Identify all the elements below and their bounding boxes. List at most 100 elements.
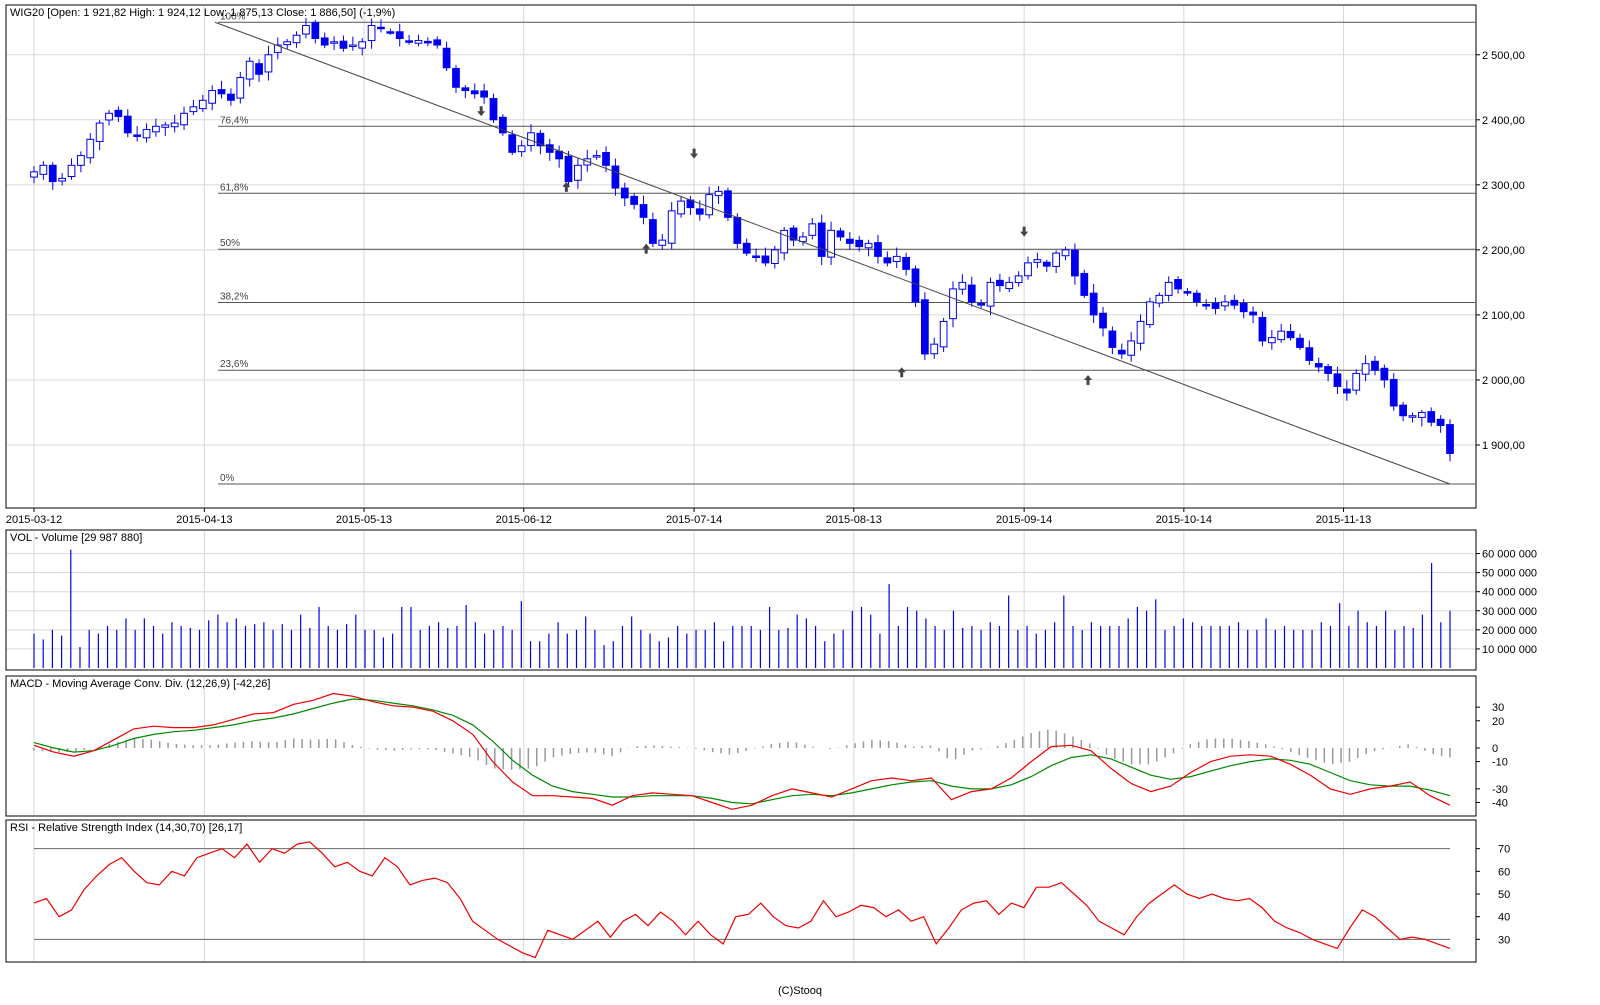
price-tick-label: 2 000,00 xyxy=(1482,375,1525,387)
trendline xyxy=(214,21,1451,485)
copyright-footer: (C)Stooq xyxy=(777,985,823,997)
candle-down xyxy=(874,242,882,257)
macd-tick-label: -40 xyxy=(1492,797,1508,809)
candle-up xyxy=(1408,415,1417,418)
candle-up xyxy=(67,164,76,178)
candle-down xyxy=(649,219,657,244)
candle-up xyxy=(1136,320,1145,344)
price-tick-label: 1 900,00 xyxy=(1482,440,1525,452)
candle-up xyxy=(1005,281,1014,290)
candle-down xyxy=(611,165,620,189)
down-arrow-marker xyxy=(1020,226,1029,237)
candle-up xyxy=(180,112,188,126)
candle-down xyxy=(339,40,348,49)
candle-down xyxy=(461,87,470,92)
candle-up xyxy=(1221,301,1229,307)
candle-down xyxy=(1342,388,1351,394)
candle-down xyxy=(761,255,770,264)
volume-tick-label: 10 000 000 xyxy=(1482,644,1537,656)
price-tick-label: 2 300,00 xyxy=(1482,180,1525,192)
date-tick-label: 2015-07-14 xyxy=(666,514,722,526)
macd-tick-label: -10 xyxy=(1492,757,1508,769)
candle-down xyxy=(133,134,142,137)
up-arrow-marker xyxy=(897,367,906,378)
candle-up xyxy=(58,177,67,182)
candle-down xyxy=(602,151,610,166)
candle-up xyxy=(414,39,423,44)
fib-level-label: 76,4% xyxy=(220,115,248,126)
candle-down xyxy=(620,187,629,199)
candle-up xyxy=(658,239,667,246)
candle-down xyxy=(480,90,488,98)
rsi-tick-label: 30 xyxy=(1498,934,1510,946)
candle-down xyxy=(789,227,798,241)
candle-up xyxy=(86,138,95,159)
candle-down xyxy=(536,132,545,147)
candle-down xyxy=(1211,302,1220,309)
candle-down xyxy=(1314,362,1323,368)
candle-up xyxy=(189,106,198,113)
candle-down xyxy=(217,89,226,95)
candle-up xyxy=(1417,411,1426,418)
candle-up xyxy=(330,41,338,44)
candle-down xyxy=(1324,366,1332,374)
candle-up xyxy=(864,242,873,249)
candle-down xyxy=(227,93,235,101)
date-tick-label: 2015-04-13 xyxy=(176,514,232,526)
date-tick-label: 2015-06-12 xyxy=(496,514,552,526)
candle-down xyxy=(724,190,732,218)
date-tick-label: 2015-05-13 xyxy=(336,514,392,526)
candle-down xyxy=(433,39,442,46)
candle-down xyxy=(1174,279,1182,290)
candle-down xyxy=(967,284,976,303)
candle-down xyxy=(498,116,507,134)
candle-down xyxy=(752,255,760,258)
candle-up xyxy=(1155,294,1164,304)
fib-level-label: 38,2% xyxy=(220,292,248,303)
candle-down xyxy=(639,204,648,218)
candle-down xyxy=(1258,316,1267,342)
date-tick-label: 2015-09-14 xyxy=(996,514,1052,526)
candle-down xyxy=(311,22,320,40)
candle-up xyxy=(1361,363,1370,375)
up-arrow-marker xyxy=(642,243,651,254)
candle-up xyxy=(77,155,85,166)
candle-up xyxy=(1052,252,1061,267)
candle-up xyxy=(198,99,207,110)
candle-down xyxy=(1380,367,1389,381)
candle-up xyxy=(892,255,901,263)
candle-down xyxy=(883,257,892,264)
macd-tick-label: 30 xyxy=(1492,702,1504,714)
candle-up xyxy=(264,54,273,73)
candle-down xyxy=(855,239,864,248)
candle-down xyxy=(742,242,751,254)
candle-down xyxy=(1286,330,1295,339)
price-tick-label: 2 200,00 xyxy=(1482,245,1525,257)
candle-down xyxy=(452,67,460,88)
macd-line xyxy=(33,692,1451,810)
candle-up xyxy=(1164,281,1173,296)
volume-tick-label: 40 000 000 xyxy=(1482,587,1537,599)
candle-down xyxy=(1305,347,1314,361)
macd-tick-label: 20 xyxy=(1492,716,1504,728)
candle-down xyxy=(423,40,432,44)
candle-down xyxy=(996,279,1004,287)
candle-down xyxy=(1239,302,1248,313)
candle-up xyxy=(30,171,38,178)
candle-up xyxy=(152,125,160,133)
candle-down xyxy=(1296,337,1304,348)
candle-down xyxy=(1108,330,1117,348)
volume-panel: 10 000 000 20 000 000 30 000 000 40 000 000… xyxy=(5,529,1537,671)
up-arrow-marker xyxy=(562,181,571,192)
candle-down xyxy=(1389,378,1398,407)
candle-up xyxy=(517,145,526,153)
candle-down xyxy=(977,303,986,306)
candle-up xyxy=(677,200,685,215)
candle-down xyxy=(255,63,263,75)
candle-up xyxy=(1146,301,1154,326)
candle-up xyxy=(348,44,357,48)
candle-up xyxy=(986,281,995,307)
date-tick-label: 2015-10-14 xyxy=(1156,514,1212,526)
candle-up xyxy=(667,210,676,244)
